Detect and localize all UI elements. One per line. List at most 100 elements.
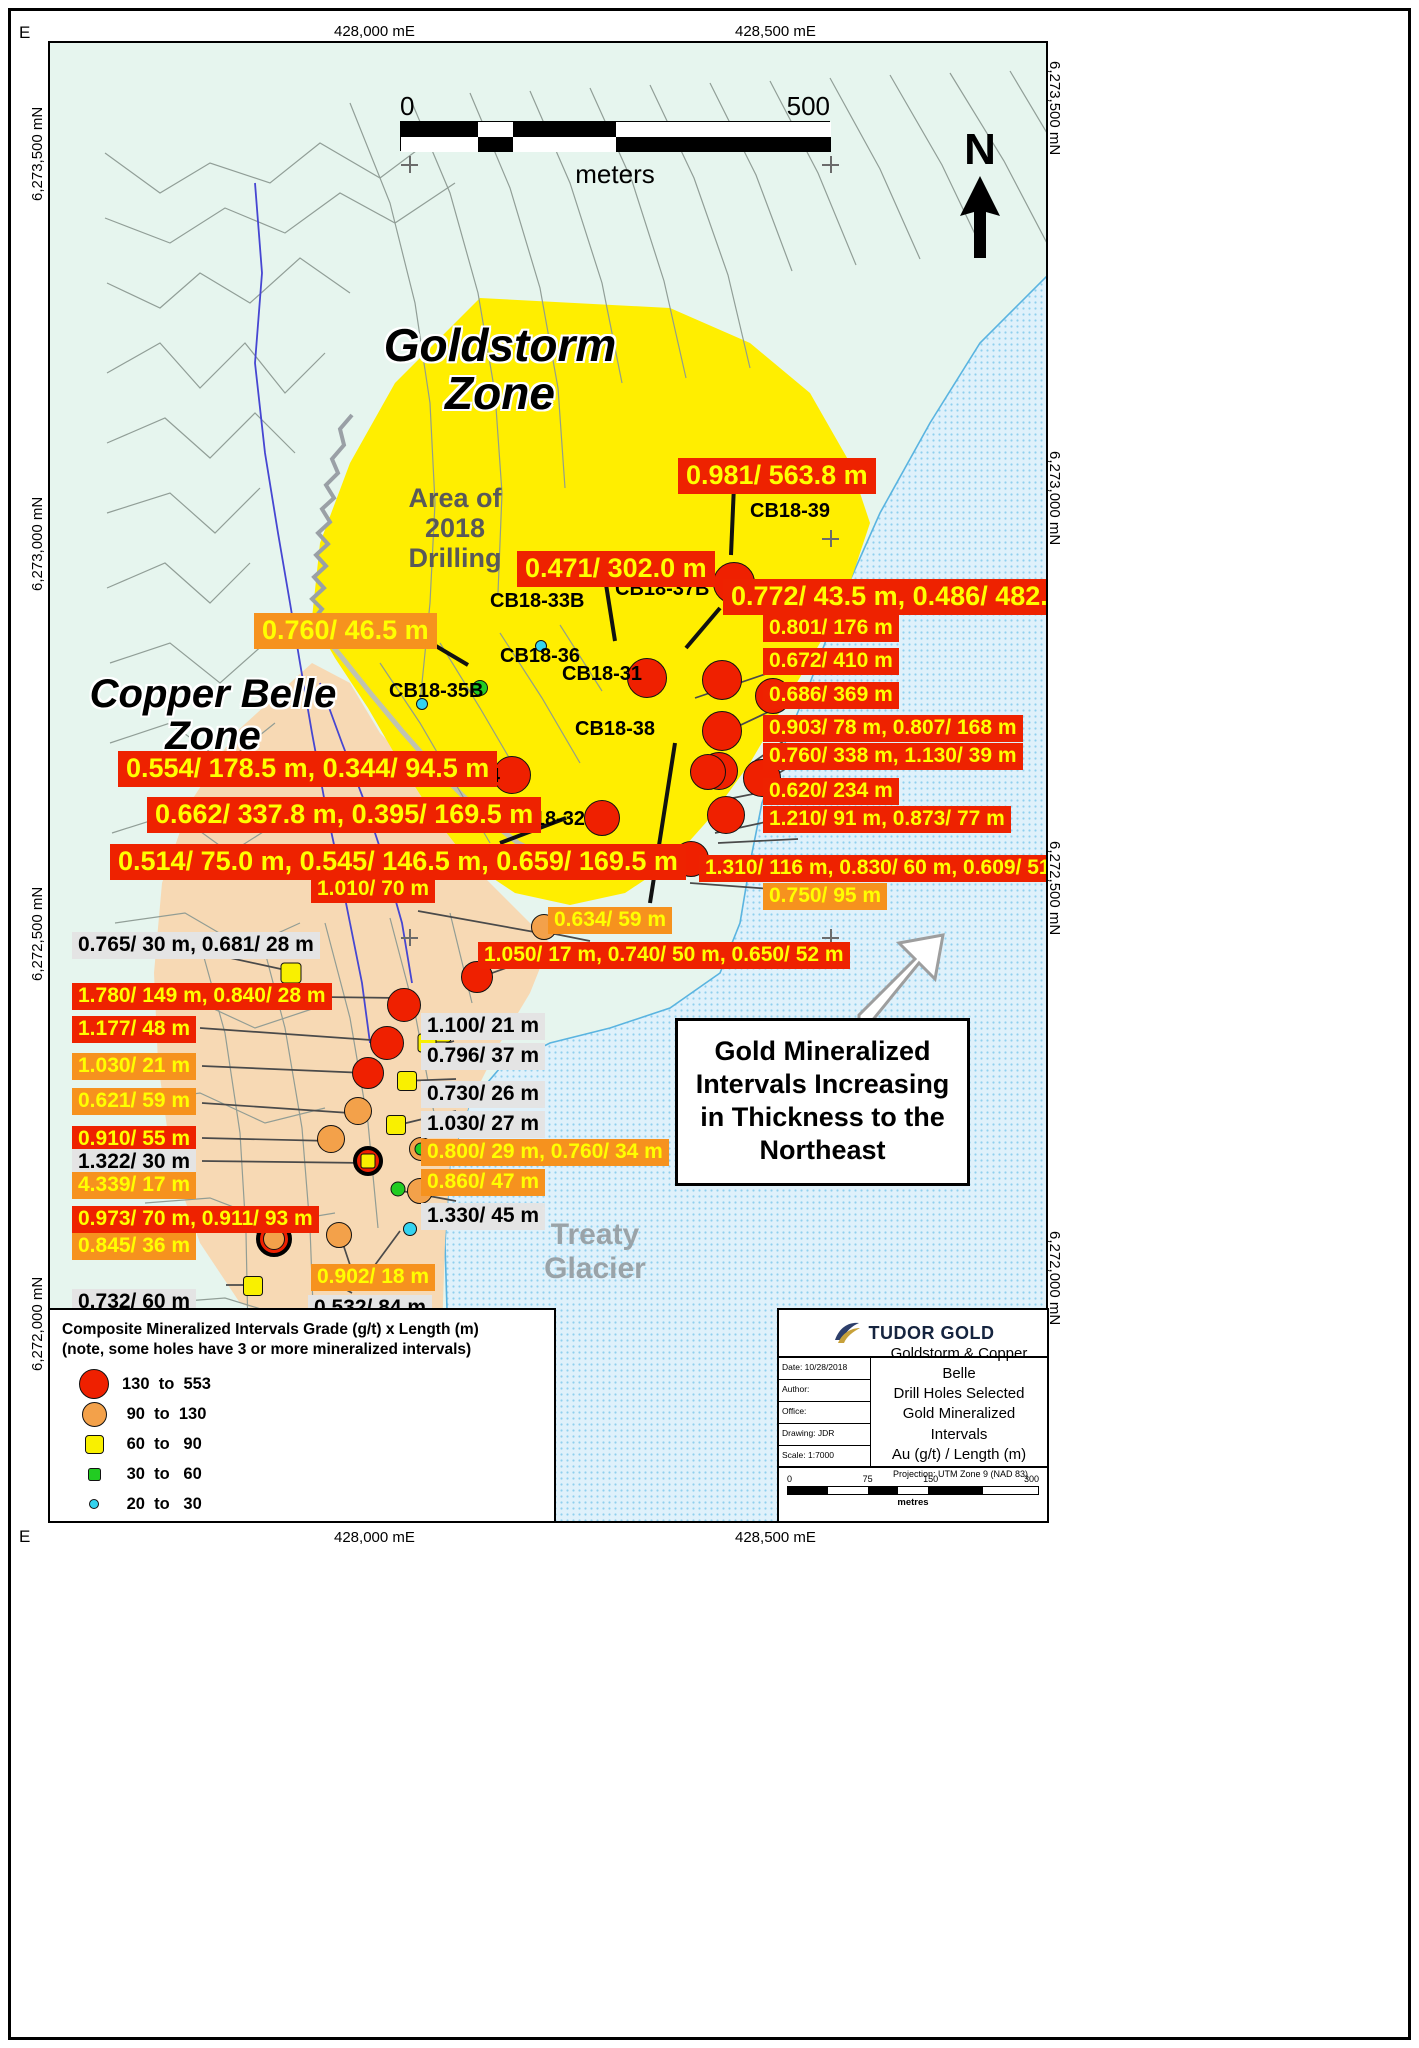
drill-hole-symbol[interactable] [690, 754, 726, 790]
north-arrow-icon [960, 176, 1000, 258]
area-2018-line2: 2018 [424, 513, 486, 544]
legend-row-90-130: 90 to 130 [66, 1399, 542, 1429]
title-block-title-line2: Drill Holes Selected [893, 1385, 1025, 1403]
drill-hole-symbol[interactable] [387, 988, 421, 1022]
zone-label-goldstorm: Goldstorm Zone [360, 321, 640, 418]
drill-hole-id-cb18-33b: CB18-33B [490, 590, 585, 612]
interval-callout-1322-30: 1.322/ 30 m [72, 1149, 197, 1177]
drill-hole-symbol[interactable] [317, 1125, 345, 1153]
northing-label-left-6273500: 6,273,500 mN [29, 106, 46, 201]
legend-label: 30 to 60 [122, 1464, 202, 1483]
ne-note-line2: Intervals Increasing [695, 1068, 950, 1099]
northeast-thickness-note: Gold Mineralized Intervals Increasing in… [675, 1018, 970, 1186]
title-block-scale-ticks: 0 75 150 300 [787, 1474, 1039, 1486]
interval-callout-cb18-31: 0.471/ 302.0 m [517, 551, 715, 588]
tb-scale-tick-300: 300 [1023, 1474, 1039, 1484]
area-2018-line1: Area of [408, 483, 502, 513]
legend-title: Composite Mineralized Intervals Grade (g… [62, 1320, 542, 1360]
drill-hole-symbol[interactable] [535, 640, 547, 652]
title-block-author: Author: [779, 1380, 870, 1402]
interval-callout-cb18-37b: 0.772/ 43.5 m, 0.486/ 482.0 m [723, 579, 1046, 616]
drill-hole-symbol[interactable] [707, 796, 745, 834]
interval-callout-cb18-35b: 0.760/ 46.5 m [254, 613, 437, 650]
interval-callout-1330-45: 1.330/ 45 m [421, 1203, 546, 1231]
interval-callout-cb18-34: 0.554/ 178.5 m, 0.344/ 94.5 m [118, 751, 498, 788]
drill-hole-id-cb18-35b: CB18-35B [389, 680, 484, 702]
interval-callout-0796-37: 0.796/ 37 m [421, 1043, 546, 1071]
interval-callout-0760-338: 0.760/ 338 m, 1.130/ 39 m [763, 743, 1023, 771]
legend-row-20-30: 20 to 30 [66, 1489, 542, 1519]
corner-label-top-left: E [19, 23, 31, 42]
drill-hole-symbol[interactable] [627, 658, 667, 698]
map-canvas[interactable]: 0 500 [48, 41, 1048, 1523]
interval-callout-0800-29: 0.800/ 29 m, 0.760/ 34 m [421, 1139, 669, 1167]
legend-row-30-60: 30 to 60 [66, 1459, 542, 1489]
drill-hole-symbol[interactable] [702, 660, 742, 700]
drill-hole-symbol[interactable] [472, 680, 488, 696]
scale-bar-graphic [400, 121, 831, 152]
title-block: TUDOR GOLD Date: 10/28/2018 Author: Offi… [777, 1308, 1049, 1523]
interval-callout-4339-17: 4.339/ 17 m [72, 1172, 197, 1200]
interval-callout-1100-21: 1.100/ 21 m [421, 1013, 546, 1041]
easting-label-top-428000: 428,000 mE [334, 23, 415, 40]
treaty-glacier-line2: Glacier [544, 1251, 646, 1285]
interval-callout-0845-36: 0.845/ 36 m [72, 1233, 197, 1261]
outer-frame: E 428,000 mE 428,500 mE 6,273,500 mN 6,2… [8, 8, 1411, 2040]
drill-hole-symbol[interactable] [326, 1222, 352, 1248]
grid-tick-cross [822, 929, 839, 946]
drill-hole-symbol-inner[interactable] [360, 1153, 376, 1169]
interval-callout-cb18-39: 0.981/ 563.8 m [678, 458, 876, 495]
drill-hole-symbol[interactable] [702, 711, 742, 751]
interval-callout-1030-27: 1.030/ 27 m [421, 1111, 546, 1139]
interval-callout-0765-30: 0.765/ 30 m, 0.681/ 28 m [72, 932, 320, 960]
northeast-trend-arrow-icon [857, 933, 945, 1029]
drill-hole-symbol[interactable] [584, 800, 620, 836]
easting-label-bottom-428000: 428,000 mE [334, 1529, 415, 1546]
title-block-title-line3: Gold Mineralized Intervals [902, 1405, 1016, 1443]
drill-hole-symbol[interactable] [386, 1115, 406, 1135]
grid-tick-cross [401, 156, 418, 173]
title-block-title: Goldstorm & Copper Belle Drill Holes Sel… [871, 1345, 1047, 1480]
northing-label-right-6272500: 6,272,500 mN [1046, 841, 1063, 936]
legend-symbol-orange [81, 1401, 107, 1427]
northing-label-left-6273000: 6,273,000 mN [29, 496, 46, 591]
drill-hole-symbol[interactable] [280, 962, 302, 984]
drill-hole-symbol[interactable] [493, 756, 531, 794]
zone-label-copper-belle-line2: Zone [165, 714, 261, 758]
drill-hole-symbol[interactable] [390, 1181, 406, 1197]
drill-hole-symbol[interactable] [344, 1097, 372, 1125]
interval-callout-0620-234: 0.620/ 234 m [763, 778, 899, 806]
drill-hole-symbol[interactable] [352, 1057, 384, 1089]
title-block-meta: Date: 10/28/2018 Author: Office: Drawing… [779, 1358, 871, 1466]
interval-callout-0973-70: 0.973/ 70 m, 0.911/ 93 m [72, 1206, 319, 1234]
drill-hole-symbol[interactable] [243, 1276, 263, 1296]
corner-label-bottom-left: E [19, 1527, 31, 1546]
zone-contact-line [309, 413, 354, 623]
interval-callout-0910-55: 0.910/ 55 m [72, 1126, 197, 1154]
legend-symbol-cyan [89, 1499, 99, 1510]
easting-label-bottom-428500: 428,500 mE [735, 1529, 816, 1546]
drill-hole-symbol[interactable] [416, 698, 428, 710]
legend-title-line2: (note, some holes have 3 or more mineral… [62, 1341, 472, 1359]
interval-callout-1780-149: 1.780/ 149 m, 0.840/ 28 m [72, 983, 332, 1011]
scale-bar-max: 500 [786, 91, 830, 121]
interval-callout-1210-91: 1.210/ 91 m, 0.873/ 77 m [763, 806, 1011, 834]
legend-label: 60 to 90 [122, 1434, 202, 1453]
drill-hole-symbol[interactable] [403, 1222, 417, 1236]
easting-label-top-428500: 428,500 mE [735, 23, 816, 40]
legend-label: 90 to 130 [122, 1404, 207, 1423]
interval-callout-0686-369: 0.686/ 369 m [763, 682, 899, 710]
legend-row-60-90: 60 to 90 [66, 1429, 542, 1459]
zone-label-goldstorm-line2: Zone [445, 367, 555, 420]
tb-scale-tick-0: 0 [787, 1474, 793, 1484]
title-block-drawing: Drawing: JDR [779, 1424, 870, 1446]
legend-symbol-red [79, 1369, 109, 1400]
legend-panel: Composite Mineralized Intervals Grade (g… [48, 1308, 556, 1523]
title-block-office: Office: [779, 1402, 870, 1424]
title-block-scale-graphic [787, 1486, 1039, 1495]
title-block-brand: TUDOR GOLD [868, 1322, 995, 1343]
drill-hole-symbol[interactable] [397, 1071, 417, 1091]
legend-symbol-yellow [84, 1434, 104, 1454]
drill-hole-symbol[interactable] [370, 1026, 404, 1060]
